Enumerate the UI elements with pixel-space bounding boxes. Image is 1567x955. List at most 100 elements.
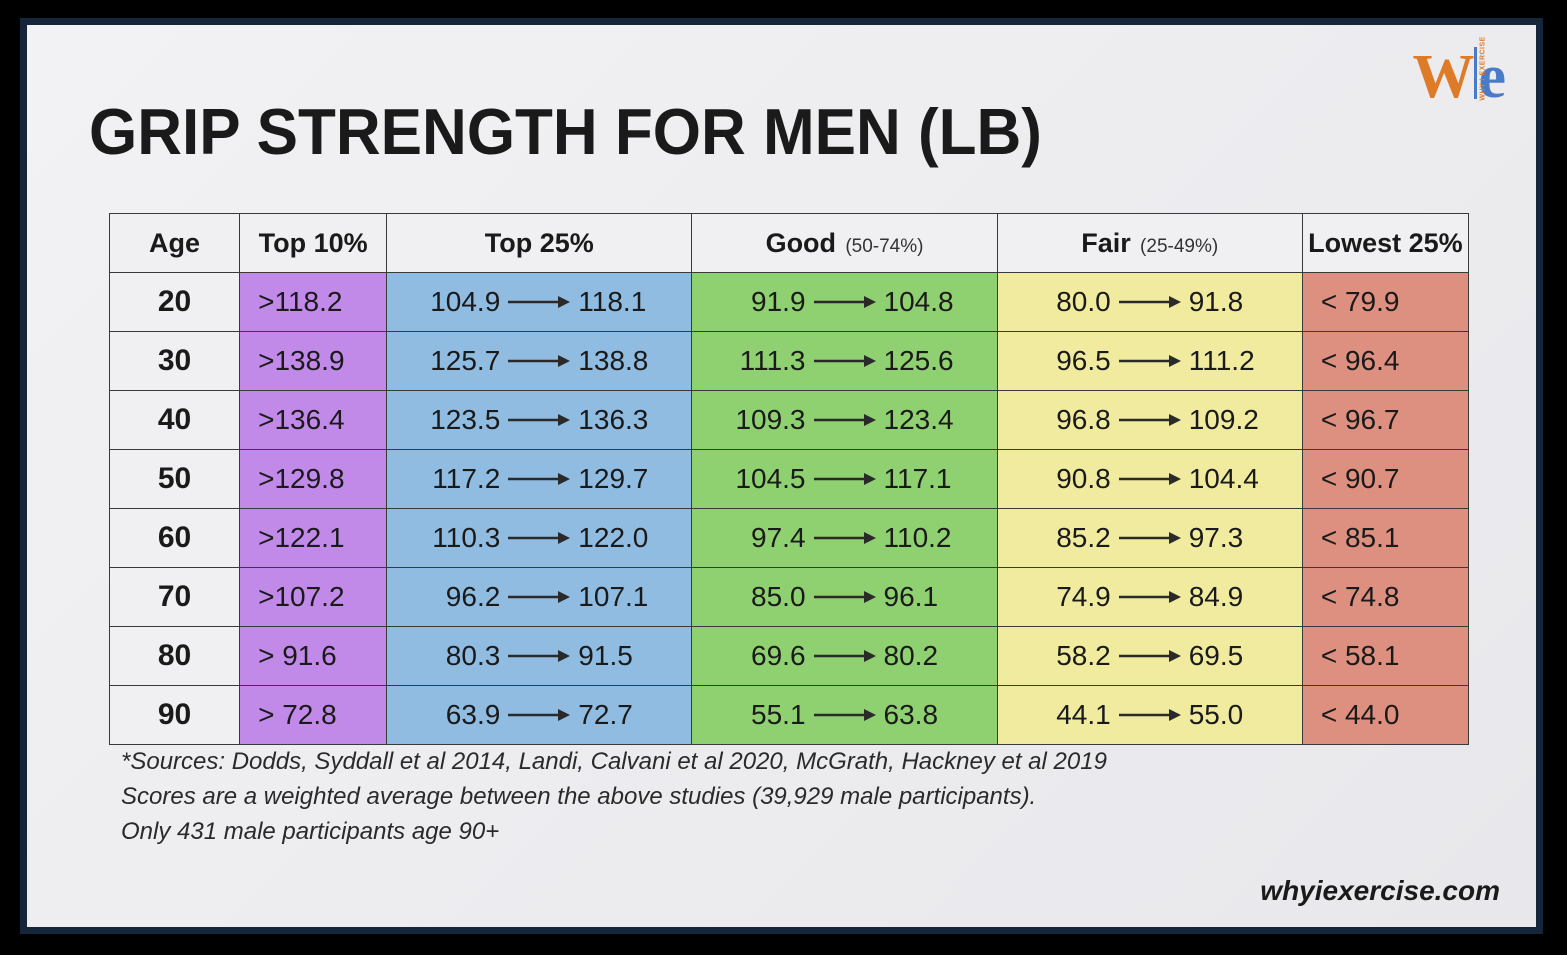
range-to-value: 109.2: [1189, 404, 1261, 436]
table-body: 20>118.2104.9118.191.9104.8 80.0 91.8 < 79.…: [110, 273, 1469, 745]
column-header-label: Good: [766, 228, 836, 258]
range-content: 80.3 91.5: [387, 640, 691, 672]
logo-tagline: WHY I EXERCISE: [1481, 37, 1487, 101]
column-header-age: Age: [110, 214, 240, 273]
range-from-value: 74.9: [1039, 581, 1111, 613]
cell-fair: 58.269.5: [997, 627, 1302, 686]
column-header-sublabel: (25-49%): [1135, 236, 1218, 257]
range-content: 117.2129.7: [387, 463, 691, 495]
range-content: 96.2107.1: [387, 581, 691, 613]
footnote-line: *Sources: Dodds, Syddall et al 2014, Lan…: [121, 745, 1107, 780]
cell-age: 20: [110, 273, 240, 332]
footnote-line: Only 431 male participants age 90+: [121, 815, 1107, 850]
range-to-value: 123.4: [884, 404, 956, 436]
range-content: 125.7138.8: [387, 345, 691, 377]
cell-top10: >129.8: [240, 450, 387, 509]
range-from-value: 80.3: [428, 640, 500, 672]
range-to-value: 110.2: [884, 522, 956, 554]
cell-top25: 110.3 122.0: [387, 509, 692, 568]
cell-top25: 104.9118.1: [387, 273, 692, 332]
cell-top10: > 91.6: [240, 627, 387, 686]
range-to-value: 96.1: [884, 581, 956, 613]
column-header-top10: Top 10%: [240, 214, 387, 273]
range-content: 97.4110.2: [692, 522, 996, 554]
arrow-icon: [508, 648, 570, 664]
range-content: 111.3125.6: [692, 345, 996, 377]
logo-divider: WHY I EXERCISE: [1474, 47, 1477, 99]
range-from-value: 55.1: [734, 699, 806, 731]
cell-good: 55.163.8: [692, 686, 997, 745]
cell-low: < 90.7: [1302, 450, 1468, 509]
range-to-value: 118.1: [578, 286, 650, 318]
arrow-icon: [508, 353, 570, 369]
range-content: 63.9 72.7: [387, 699, 691, 731]
cell-top25: 63.9 72.7: [387, 686, 692, 745]
column-header-sublabel: (50-74%): [840, 236, 923, 257]
range-content: 69.680.2: [692, 640, 996, 672]
range-from-value: 111.3: [734, 345, 806, 377]
site-logo: W WHY I EXERCISE e: [1412, 47, 1504, 103]
logo-w: W: [1412, 53, 1472, 103]
cell-low: < 85.1: [1302, 509, 1468, 568]
cell-good: 97.4110.2: [692, 509, 997, 568]
table-row: 70>107.296.2107.185.096.174.984.9< 74.8: [110, 568, 1469, 627]
range-from-value: 80.0: [1039, 286, 1111, 318]
range-content: 44.155.0: [998, 699, 1302, 731]
cell-top25: 123.5 136.3: [387, 391, 692, 450]
table-row: 20>118.2104.9118.191.9104.8 80.0 91.8 < 79.…: [110, 273, 1469, 332]
cell-age: 80: [110, 627, 240, 686]
range-to-value: 129.7: [578, 463, 650, 495]
arrow-icon: [1119, 707, 1181, 723]
arrow-icon: [814, 471, 876, 487]
cell-top10: >118.2: [240, 273, 387, 332]
range-content: 74.984.9: [998, 581, 1302, 613]
range-to-value: 122.0: [578, 522, 650, 554]
range-content: 85.2 97.3: [998, 522, 1302, 554]
column-header-top25: Top 25%: [387, 214, 692, 273]
cell-top25: 125.7138.8: [387, 332, 692, 391]
range-content: 104.9118.1: [387, 286, 691, 318]
range-to-value: 97.3: [1189, 522, 1261, 554]
column-header-label: Top 25%: [485, 228, 594, 258]
range-to-value: 91.8: [1189, 286, 1261, 318]
cell-good: 91.9104.8: [692, 273, 997, 332]
range-from-value: 104.5: [734, 463, 806, 495]
arrow-icon: [814, 530, 876, 546]
range-content: 91.9104.8: [692, 286, 996, 318]
cell-age: 60: [110, 509, 240, 568]
cell-age: 70: [110, 568, 240, 627]
arrow-icon: [814, 353, 876, 369]
range-content: 85.096.1: [692, 581, 996, 613]
cell-low: < 58.1: [1302, 627, 1468, 686]
cell-fair: 80.0 91.8: [997, 273, 1302, 332]
footnote-line: Scores are a weighted average between th…: [121, 780, 1107, 815]
column-header-fair: Fair (25-49%): [997, 214, 1302, 273]
range-to-value: 91.5: [578, 640, 650, 672]
column-header-low: Lowest 25%: [1302, 214, 1468, 273]
cell-top10: >107.2: [240, 568, 387, 627]
arrow-icon: [508, 294, 570, 310]
range-content: 104.5117.1: [692, 463, 996, 495]
cell-low: < 44.0: [1302, 686, 1468, 745]
cell-top10: >122.1: [240, 509, 387, 568]
range-from-value: 110.3: [428, 522, 500, 554]
range-from-value: 96.5: [1039, 345, 1111, 377]
column-header-good: Good (50-74%): [692, 214, 997, 273]
cell-low: < 79.9: [1302, 273, 1468, 332]
arrow-icon: [508, 471, 570, 487]
column-header-label: Age: [149, 228, 200, 258]
arrow-icon: [508, 589, 570, 605]
range-to-value: 69.5: [1189, 640, 1261, 672]
range-from-value: 63.9: [428, 699, 500, 731]
arrow-icon: [814, 707, 876, 723]
range-from-value: 85.2: [1039, 522, 1111, 554]
grip-strength-table: AgeTop 10%Top 25%Good (50-74%)Fair (25-4…: [109, 213, 1469, 745]
arrow-icon: [508, 530, 570, 546]
range-to-value: 107.1: [578, 581, 650, 613]
range-to-value: 136.3: [578, 404, 650, 436]
range-from-value: 91.9: [734, 286, 806, 318]
range-to-value: 138.8: [578, 345, 650, 377]
range-to-value: 55.0: [1189, 699, 1261, 731]
range-from-value: 123.5: [428, 404, 500, 436]
range-to-value: 72.7: [578, 699, 650, 731]
